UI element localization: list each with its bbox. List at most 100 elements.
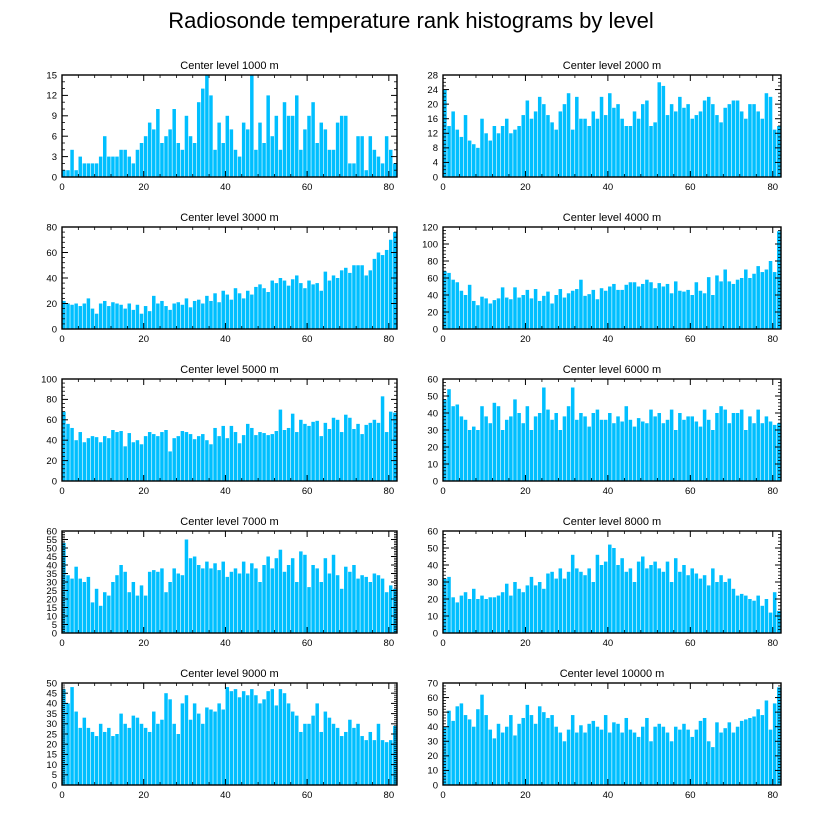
bar — [364, 740, 368, 785]
bar — [352, 163, 356, 177]
bar — [504, 726, 509, 785]
bar — [661, 85, 666, 177]
bar — [123, 308, 127, 329]
bar — [500, 126, 505, 177]
bar — [295, 432, 299, 481]
bar — [327, 573, 332, 633]
bar — [764, 269, 769, 329]
bar — [529, 715, 534, 785]
bar — [579, 725, 583, 785]
bar — [250, 689, 254, 785]
bar — [756, 595, 760, 633]
bar — [739, 409, 744, 481]
bar — [649, 741, 653, 785]
bar — [164, 592, 168, 633]
bar — [217, 703, 221, 785]
bar — [74, 303, 78, 329]
bar — [521, 115, 525, 177]
panel-7: Center level 7000 m0 20 40 60 80051015202530… — [46, 516, 398, 649]
bar — [86, 438, 91, 481]
bar — [209, 444, 213, 481]
x-tick-label: 60 — [302, 334, 313, 345]
bar — [678, 290, 682, 329]
bar — [488, 729, 493, 785]
bar — [583, 295, 587, 329]
bar — [702, 100, 707, 177]
bar — [388, 740, 393, 785]
bar — [241, 561, 246, 633]
x-tick-label: 40 — [603, 638, 614, 649]
bar — [620, 732, 624, 785]
bar — [620, 421, 624, 481]
x-tick-label: 20 — [520, 790, 531, 801]
bar — [772, 424, 777, 481]
bar — [731, 732, 736, 785]
bar — [715, 722, 719, 785]
bar — [221, 290, 225, 329]
y-tick-label: 10 — [46, 760, 57, 771]
y-tick-label: 100 — [41, 374, 57, 385]
bar — [139, 313, 144, 329]
bar — [319, 731, 324, 785]
bar — [480, 595, 484, 633]
bar — [537, 96, 542, 177]
bar — [472, 144, 476, 177]
bar — [723, 269, 727, 329]
bar — [521, 717, 525, 785]
bar — [488, 597, 493, 633]
bar — [245, 573, 250, 633]
y-tick-label: 10 — [427, 459, 438, 470]
bar — [459, 595, 464, 633]
bar — [380, 740, 385, 785]
panel-4: Center level 4000 m 0 20 40 60 80 0 20 40 60 80 100… — [422, 212, 782, 345]
bar — [368, 422, 373, 481]
bar — [480, 694, 484, 785]
bar — [513, 399, 517, 481]
bar — [311, 284, 315, 330]
bar — [135, 717, 140, 785]
bar — [752, 104, 756, 177]
bar — [711, 295, 715, 329]
bar — [636, 118, 641, 177]
bar — [241, 691, 246, 785]
bar — [702, 717, 707, 785]
x-tick-label: 40 — [220, 334, 231, 345]
bar — [176, 143, 181, 177]
bar — [233, 149, 238, 177]
bar — [127, 303, 132, 329]
bar — [233, 568, 238, 633]
bar — [327, 717, 332, 785]
y-tick-label: 80 — [427, 256, 438, 267]
bar — [94, 588, 99, 633]
bar — [669, 293, 674, 329]
y-tick-label: 10 — [427, 611, 438, 622]
bar — [529, 298, 534, 329]
bar — [645, 423, 649, 481]
bar — [570, 387, 575, 481]
bar — [152, 711, 156, 785]
bar — [344, 414, 348, 481]
bar — [599, 96, 604, 177]
y-tick-label: 40 — [46, 699, 57, 710]
x-tick-label: 40 — [603, 182, 614, 193]
bar — [103, 592, 107, 633]
bar — [315, 420, 319, 481]
bar — [472, 726, 476, 785]
y-tick-label: 0 — [433, 780, 438, 791]
bar — [315, 143, 319, 177]
bar — [777, 610, 781, 633]
bar — [315, 703, 319, 785]
y-tick-label: 35 — [46, 569, 57, 580]
y-tick-label: 60 — [427, 273, 438, 284]
bar — [504, 419, 509, 481]
bar — [274, 115, 279, 177]
bar — [307, 425, 311, 481]
bar — [147, 432, 152, 481]
bar — [66, 303, 70, 329]
bar — [160, 719, 164, 785]
bar — [542, 295, 546, 329]
bar — [384, 592, 389, 633]
x-tick-label: 80 — [767, 334, 778, 345]
bar — [744, 430, 748, 481]
bar — [205, 295, 209, 329]
